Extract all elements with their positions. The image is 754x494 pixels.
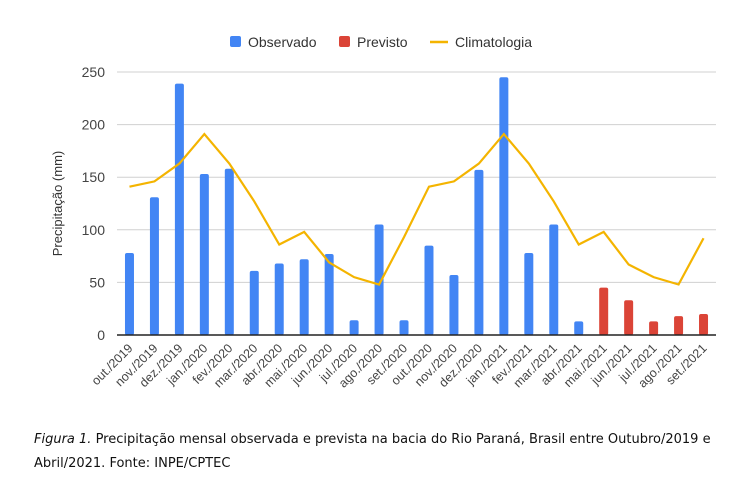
y-tick-label: 100: [82, 222, 106, 238]
legend-swatch-previsto: [339, 36, 350, 47]
bar-observado: [449, 275, 459, 335]
bar-observado: [399, 320, 409, 335]
legend-label-observado: Observado: [248, 34, 317, 50]
bar-previsto: [624, 300, 634, 335]
bar-previsto: [599, 287, 609, 335]
bar-observado: [574, 321, 584, 335]
figure-caption: Figura 1. Precipitação mensal observada …: [34, 428, 734, 476]
bar-observado: [374, 224, 384, 335]
bar-observado: [424, 245, 434, 335]
bar-previsto: [699, 313, 709, 335]
bar-observado: [274, 263, 284, 335]
bar-observado: [174, 83, 184, 336]
line-climatologia: [129, 132, 705, 286]
caption-label: Figura 1.: [34, 432, 92, 447]
caption-text: Precipitação mensal observada e prevista…: [34, 432, 711, 471]
y-tick-label: 250: [82, 64, 106, 80]
bar-observado: [124, 252, 134, 335]
bar-observado: [524, 252, 534, 335]
y-tick-label: 200: [82, 117, 106, 133]
legend-swatch-observado: [230, 36, 241, 47]
bar-observado: [349, 320, 359, 335]
bar-observado: [549, 224, 559, 335]
bar-observado: [199, 174, 209, 335]
bar-observado: [324, 253, 334, 335]
legend-label-previsto: Previsto: [357, 34, 408, 50]
bar-observado: [474, 169, 484, 335]
legend-label-climatologia: Climatologia: [455, 34, 532, 50]
bar-observado: [249, 270, 259, 335]
bar-previsto: [674, 316, 684, 335]
bar-observado: [299, 259, 309, 335]
y-tick-label: 50: [89, 274, 105, 290]
bar-observado: [499, 77, 509, 335]
bar-observado: [149, 197, 159, 335]
y-tick-label: 150: [82, 169, 106, 185]
y-tick-label: 0: [97, 327, 105, 343]
y-axis-label: Precipitação (mm): [50, 151, 65, 256]
bar-observado: [224, 168, 234, 335]
bar-previsto: [649, 321, 659, 335]
